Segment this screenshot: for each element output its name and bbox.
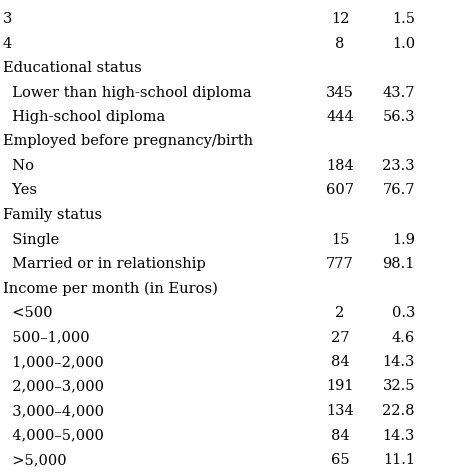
Text: 2,000–3,000: 2,000–3,000 (3, 380, 104, 393)
Text: >5,000: >5,000 (3, 453, 67, 467)
Text: 4,000–5,000: 4,000–5,000 (3, 428, 104, 443)
Text: 1.5: 1.5 (392, 12, 415, 26)
Text: 134: 134 (326, 404, 354, 418)
Text: 184: 184 (326, 159, 354, 173)
Text: Income per month (in Euros): Income per month (in Euros) (3, 282, 218, 296)
Text: 15: 15 (331, 233, 349, 246)
Text: 500–1,000: 500–1,000 (3, 330, 90, 345)
Text: Yes: Yes (3, 183, 37, 198)
Text: 777: 777 (326, 257, 354, 271)
Text: 1.0: 1.0 (392, 36, 415, 51)
Text: 27: 27 (331, 330, 349, 345)
Text: 191: 191 (326, 380, 354, 393)
Text: 12: 12 (331, 12, 349, 26)
Text: 23.3: 23.3 (383, 159, 415, 173)
Text: 4: 4 (3, 36, 12, 51)
Text: Married or in relationship: Married or in relationship (3, 257, 206, 271)
Text: 2: 2 (336, 306, 345, 320)
Text: 84: 84 (331, 428, 349, 443)
Text: 84: 84 (331, 355, 349, 369)
Text: High-school diploma: High-school diploma (3, 110, 165, 124)
Text: 76.7: 76.7 (383, 183, 415, 198)
Text: 14.3: 14.3 (383, 428, 415, 443)
Text: 3: 3 (3, 12, 12, 26)
Text: Family status: Family status (3, 208, 102, 222)
Text: 607: 607 (326, 183, 354, 198)
Text: 22.8: 22.8 (383, 404, 415, 418)
Text: 3,000–4,000: 3,000–4,000 (3, 404, 104, 418)
Text: 8: 8 (335, 36, 345, 51)
Text: Single: Single (3, 233, 59, 246)
Text: No: No (3, 159, 34, 173)
Text: 43.7: 43.7 (383, 85, 415, 100)
Text: Employed before pregnancy/birth: Employed before pregnancy/birth (3, 135, 253, 148)
Text: 14.3: 14.3 (383, 355, 415, 369)
Text: 56.3: 56.3 (383, 110, 415, 124)
Text: 1,000–2,000: 1,000–2,000 (3, 355, 104, 369)
Text: 0.3: 0.3 (392, 306, 415, 320)
Text: 98.1: 98.1 (383, 257, 415, 271)
Text: 4.6: 4.6 (392, 330, 415, 345)
Text: 345: 345 (326, 85, 354, 100)
Text: 444: 444 (326, 110, 354, 124)
Text: 65: 65 (331, 453, 349, 467)
Text: Lower than high-school diploma: Lower than high-school diploma (3, 85, 252, 100)
Text: 1.9: 1.9 (392, 233, 415, 246)
Text: 32.5: 32.5 (383, 380, 415, 393)
Text: 11.1: 11.1 (383, 453, 415, 467)
Text: <500: <500 (3, 306, 53, 320)
Text: Educational status: Educational status (3, 61, 142, 75)
